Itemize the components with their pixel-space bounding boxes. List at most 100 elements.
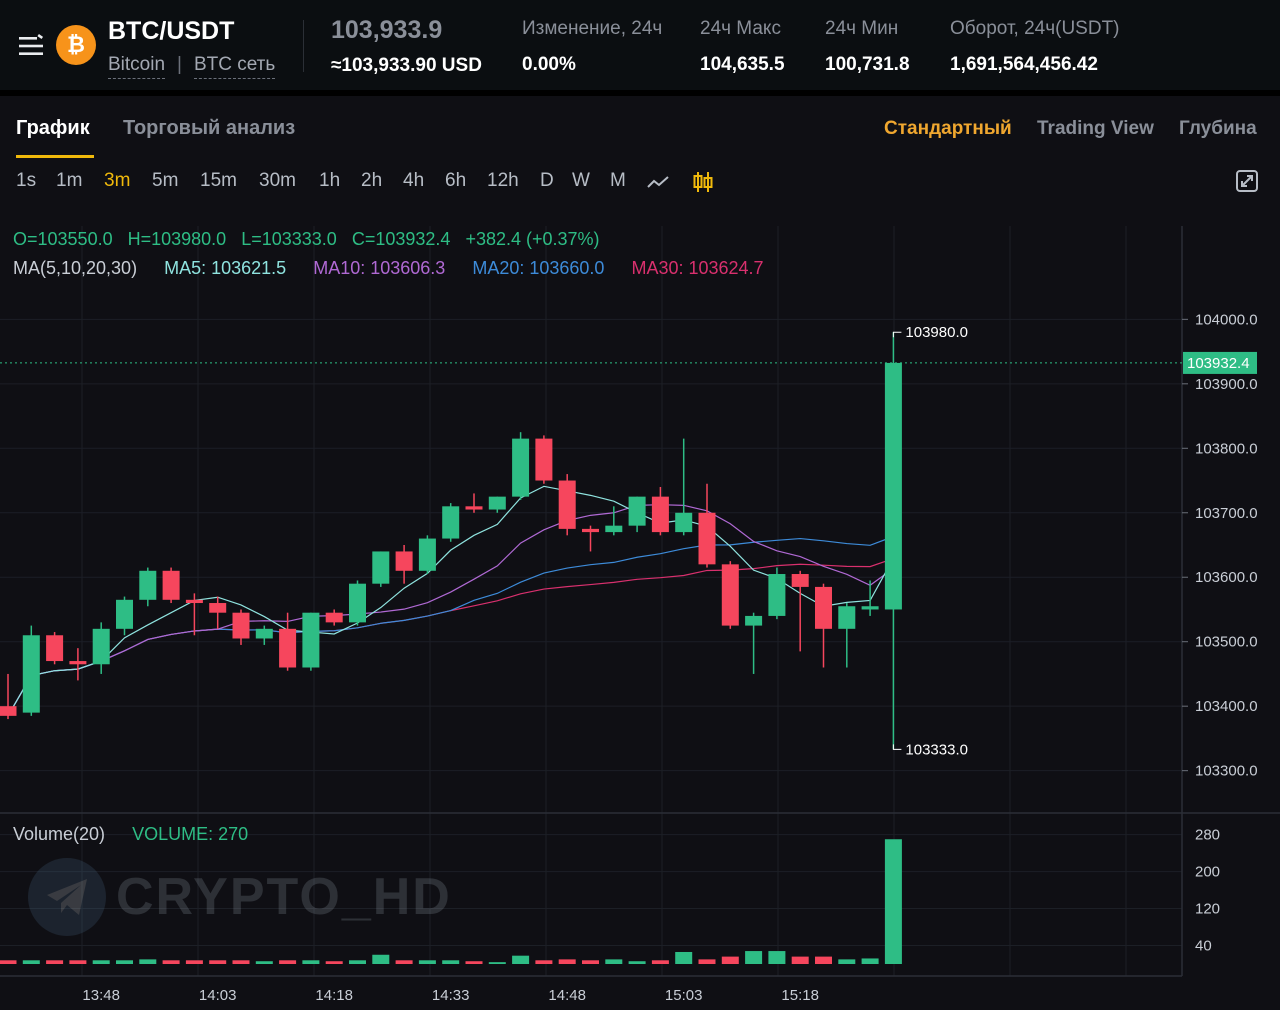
fullscreen-icon[interactable] bbox=[1236, 170, 1258, 197]
candle-up bbox=[442, 506, 460, 539]
header-divider bbox=[303, 20, 304, 72]
last-price: 103,933.9 bbox=[331, 16, 443, 44]
low-marker-arrow bbox=[892, 744, 902, 750]
view-depth[interactable]: Глубина bbox=[1179, 118, 1257, 139]
volume-bar bbox=[535, 960, 553, 964]
stat-label: 24ч Мин bbox=[825, 18, 899, 39]
interval-1h[interactable]: 1h bbox=[319, 170, 341, 191]
ticker-header: ₿ BTC/USDT Bitcoin | BTC сеть 103,933.9 … bbox=[0, 0, 1280, 90]
current-price-tag bbox=[1183, 351, 1257, 374]
stat-value: 0.00% bbox=[522, 54, 576, 75]
candlestick-chart[interactable]: 104000.0 103900.0 103800.0 103700.0 103600.0… bbox=[0, 226, 1280, 1010]
candle-down bbox=[535, 438, 553, 481]
candle-down bbox=[162, 570, 180, 600]
volume-bar bbox=[116, 960, 133, 964]
time-tick-label: 14:18 bbox=[315, 987, 353, 1004]
interval-5m[interactable]: 5m bbox=[152, 170, 179, 191]
price-tick-label: 103700.0 bbox=[1195, 505, 1258, 522]
interval-month[interactable]: M bbox=[610, 170, 626, 191]
volume-bar bbox=[721, 956, 739, 964]
tab-trading-analysis[interactable]: Торговый анализ bbox=[123, 117, 296, 139]
interval-4h[interactable]: 4h bbox=[403, 170, 425, 191]
watermark: CRYPTO_HD bbox=[28, 858, 452, 936]
candle-up bbox=[302, 612, 320, 668]
candle-up bbox=[349, 583, 366, 623]
interval-30m[interactable]: 30m bbox=[259, 170, 296, 191]
pair-title[interactable]: BTC/USDT bbox=[108, 17, 235, 45]
network-link[interactable]: BTC сеть bbox=[193, 54, 276, 79]
price-tick-label: 104000.0 bbox=[1195, 311, 1258, 328]
stat-value: 1,691,564,456.42 bbox=[950, 54, 1098, 75]
stat-turnover-24h: Оборот, 24ч(USDT) 1,691,564,456.42 bbox=[950, 18, 1120, 76]
time-tick-label: 15:18 bbox=[781, 987, 819, 1004]
interval-1m[interactable]: 1m bbox=[56, 170, 83, 191]
interval-15m[interactable]: 15m bbox=[200, 170, 237, 191]
stat-value: 104,635.5 bbox=[700, 54, 785, 75]
volume-bar bbox=[884, 839, 902, 964]
volume-info: Volume(20) VOLUME: 270 bbox=[13, 824, 258, 845]
volume-value: VOLUME: 270 bbox=[132, 824, 249, 844]
menu-icon[interactable] bbox=[18, 33, 44, 59]
interval-3m[interactable]: 3m bbox=[104, 170, 131, 191]
tab-active-indicator bbox=[16, 155, 94, 158]
time-tick-label: 14:48 bbox=[548, 987, 586, 1004]
candle-down bbox=[69, 661, 87, 665]
candle-down bbox=[325, 612, 343, 623]
candlestick-icon[interactable] bbox=[692, 170, 714, 199]
stat-high-24h: 24ч Макс 104,635.5 bbox=[700, 18, 785, 76]
candle-up bbox=[418, 538, 436, 571]
view-standard[interactable]: Стандартный bbox=[884, 118, 1012, 139]
header-separator bbox=[0, 90, 1280, 96]
volume-bar bbox=[861, 958, 879, 964]
ma20-value: MA20: 103660.0 bbox=[472, 258, 605, 278]
candle-up bbox=[512, 438, 530, 497]
volume-bar bbox=[512, 955, 530, 964]
volume-tick-label: 280 bbox=[1195, 827, 1220, 844]
candle-up bbox=[675, 512, 693, 533]
interval-12h[interactable]: 12h bbox=[487, 170, 519, 191]
time-tick-label: 14:33 bbox=[432, 987, 470, 1004]
volume-bar bbox=[0, 960, 17, 964]
interval-1s[interactable]: 1s bbox=[16, 170, 37, 191]
volume-bar bbox=[465, 961, 483, 964]
line-chart-icon[interactable] bbox=[646, 172, 670, 197]
interval-6h[interactable]: 6h bbox=[445, 170, 467, 191]
pair-subtitle: Bitcoin | BTC сеть bbox=[108, 54, 276, 79]
volume-bar bbox=[558, 959, 576, 964]
telegram-icon bbox=[28, 858, 106, 936]
volume-bar bbox=[442, 960, 460, 964]
volume-bar bbox=[162, 960, 180, 964]
price-tick-label: 103800.0 bbox=[1195, 440, 1258, 457]
candle-down bbox=[651, 496, 669, 533]
interval-day[interactable]: D bbox=[540, 170, 554, 191]
low-marker-label: 103333.0 bbox=[905, 741, 968, 758]
volume-bar bbox=[698, 959, 716, 964]
candle-up bbox=[116, 599, 133, 629]
time-tick-label: 15:03 bbox=[665, 987, 703, 1004]
interval-2h[interactable]: 2h bbox=[361, 170, 383, 191]
ma5-line bbox=[7, 485, 894, 717]
price-tick-label: 103500.0 bbox=[1195, 634, 1258, 651]
candle-down bbox=[582, 528, 599, 533]
coin-name-link[interactable]: Bitcoin bbox=[108, 54, 166, 79]
stat-value: 100,731.8 bbox=[825, 54, 910, 75]
interval-week[interactable]: W bbox=[572, 170, 590, 191]
candle-up bbox=[605, 525, 623, 533]
tab-chart[interactable]: График bbox=[16, 117, 90, 139]
candle-down bbox=[721, 564, 739, 626]
volume-bar bbox=[582, 960, 599, 964]
ma10-value: MA10: 103606.3 bbox=[313, 258, 446, 278]
volume-bar bbox=[838, 959, 856, 964]
volume-bar bbox=[791, 956, 809, 964]
ohlc-high: H=103980.0 bbox=[127, 229, 227, 249]
ohlc-info: O=103550.0 H=103980.0 L=103333.0 C=10393… bbox=[13, 229, 610, 250]
candle-up bbox=[488, 496, 506, 510]
ma20-line bbox=[7, 535, 894, 717]
price-tick-label: 103300.0 bbox=[1195, 763, 1258, 780]
view-tradingview[interactable]: Trading View bbox=[1037, 118, 1154, 139]
volume-bar bbox=[46, 960, 64, 964]
volume-label: Volume(20) bbox=[13, 824, 106, 844]
volume-bar bbox=[139, 959, 157, 964]
price-tick-label: 103900.0 bbox=[1195, 376, 1258, 393]
current-price-label: 103932.4 bbox=[1187, 355, 1250, 372]
